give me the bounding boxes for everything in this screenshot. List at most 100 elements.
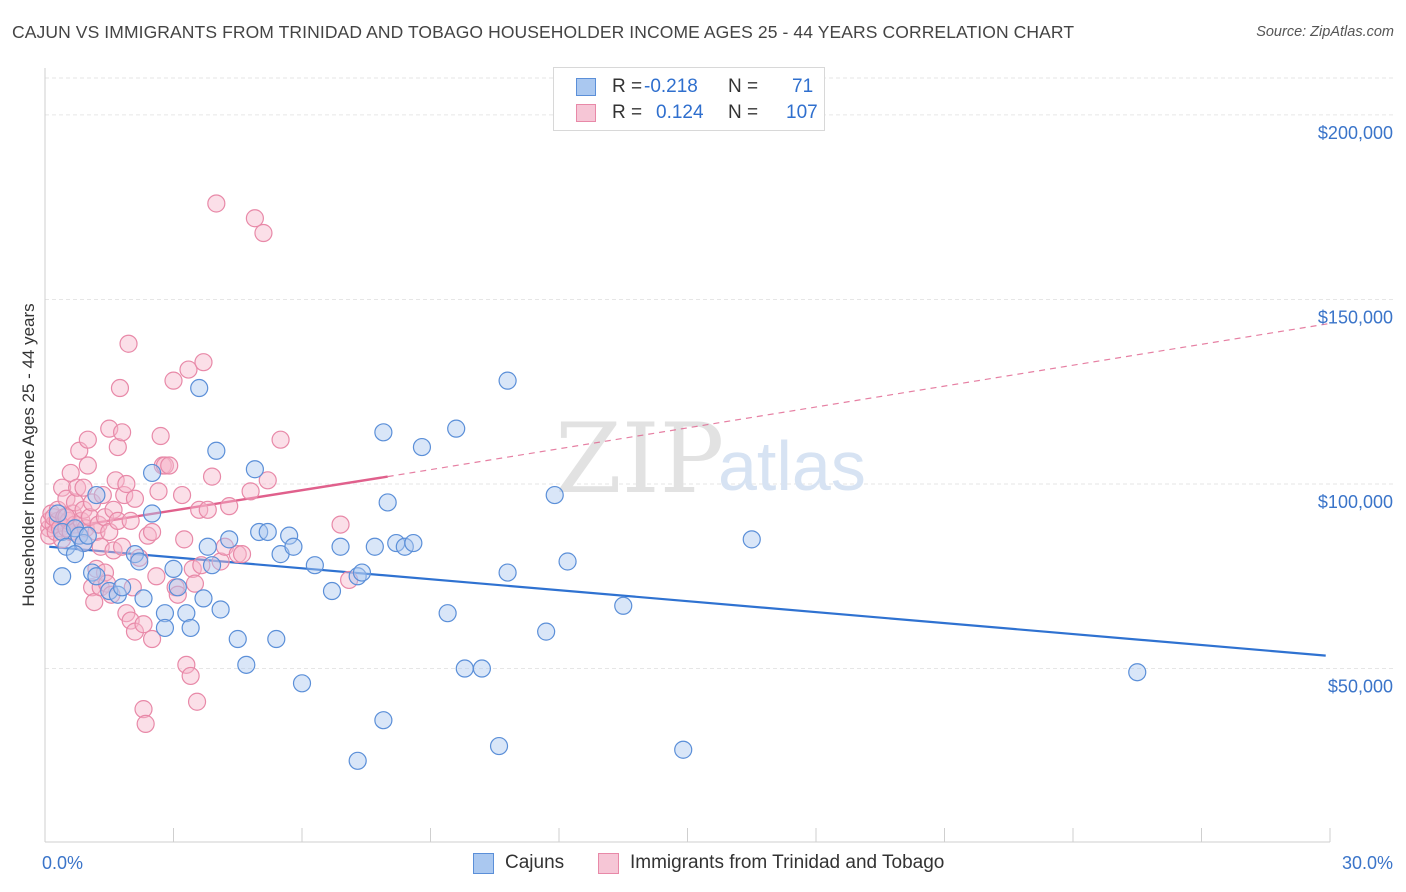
data-point-trinidad [241, 482, 260, 501]
data-point-cajuns [404, 533, 423, 553]
data-point-cajuns [202, 556, 222, 575]
data-point-cajuns [292, 674, 312, 693]
legend-r-value: 0.124 [656, 102, 704, 123]
data-point-trinidad [98, 574, 117, 593]
y-tick-label: $200,000 [1318, 123, 1393, 143]
data-point-trinidad [123, 578, 142, 597]
data-point-trinidad [181, 666, 200, 686]
data-point-trinidad [108, 511, 127, 530]
data-point-cajuns [87, 567, 106, 586]
data-point-cajuns [53, 567, 72, 586]
data-point-trinidad [110, 378, 130, 398]
data-point-trinidad [164, 371, 183, 390]
chart-title: CAJUN VS IMMIGRANTS FROM TRINIDAD AND TO… [12, 22, 1075, 42]
data-point-cajuns [190, 378, 209, 398]
data-point-trinidad [198, 500, 217, 519]
data-point-cajuns [537, 622, 556, 641]
data-point-cajuns [322, 581, 342, 601]
data-point-trinidad [160, 456, 179, 475]
data-point-cajuns [48, 504, 67, 523]
data-point-cajuns [164, 559, 183, 578]
data-point-cajuns [305, 556, 324, 575]
data-point-trinidad [185, 574, 205, 593]
data-point-trinidad [134, 700, 153, 719]
y-tick-labels: $50,000 $100,000 $150,000 $200,000 [1318, 123, 1393, 697]
legend-swatch-pink [576, 104, 596, 122]
data-point-trinidad [78, 430, 97, 449]
data-point-cajuns [614, 596, 633, 615]
data-point-cajuns [134, 589, 153, 608]
data-point-trinidad [207, 194, 226, 213]
data-point-cajuns [211, 600, 230, 619]
data-point-trinidad [271, 430, 290, 449]
data-point-cajuns [674, 740, 693, 759]
data-point-cajuns [155, 604, 175, 623]
data-point-trinidad [119, 334, 138, 353]
data-point-trinidad [168, 585, 187, 604]
data-point-trinidad [245, 209, 264, 228]
data-point-cajuns [207, 441, 226, 460]
data-point-cajuns [220, 530, 239, 549]
data-point-trinidad [258, 471, 277, 490]
data-point-trinidad [78, 456, 97, 475]
legend-n-label: N = [728, 76, 759, 97]
grid-lines [45, 77, 1395, 670]
data-point-cajuns [280, 526, 299, 545]
legend-n-value: 71 [792, 76, 814, 97]
data-point-cajuns [78, 526, 97, 545]
data-point-cajuns [498, 563, 517, 582]
data-point-cajuns [130, 552, 149, 571]
bottom-legend-label: Cajuns [505, 852, 565, 873]
data-point-cajuns [455, 659, 474, 678]
data-point-trinidad [117, 474, 136, 494]
source-label: Source: ZipAtlas.com [1256, 24, 1394, 40]
x-tick-label: 0.0% [42, 853, 83, 873]
data-point-cajuns [742, 530, 761, 549]
axes [44, 68, 1331, 843]
data-point-cajuns [378, 493, 397, 512]
data-point-cajuns [545, 485, 564, 505]
data-point-trinidad [125, 489, 145, 508]
data-point-cajuns [112, 578, 132, 597]
data-point-cajuns [472, 659, 491, 678]
legend-r-label: R = [612, 102, 643, 123]
series-trinidad-points [40, 194, 359, 733]
y-tick-label: $150,000 [1318, 307, 1393, 327]
data-point-cajuns [177, 604, 196, 623]
legend-n-label: N = [728, 102, 759, 123]
y-tick-label: $50,000 [1328, 677, 1393, 697]
data-point-cajuns [65, 545, 85, 564]
data-point-trinidad [254, 223, 273, 243]
data-point-trinidad [112, 423, 132, 442]
data-point-cajuns [438, 604, 457, 623]
data-point-cajuns [245, 460, 264, 479]
data-point-cajuns [155, 618, 175, 638]
data-point-trinidad [134, 615, 153, 634]
data-point-trinidad [192, 556, 211, 575]
data-point-trinidad [115, 485, 134, 505]
series-cajuns-points [48, 371, 1147, 770]
data-point-cajuns [142, 463, 162, 483]
data-point-trinidad [187, 692, 207, 711]
data-point-trinidad [149, 482, 168, 501]
bottom-legend-label: Immigrants from Trinidad and Tobago [630, 852, 945, 873]
data-point-cajuns [498, 371, 517, 390]
data-point-cajuns [168, 578, 187, 597]
data-point-trinidad [179, 360, 198, 379]
data-point-cajuns [348, 751, 367, 770]
data-point-cajuns [258, 522, 277, 542]
watermark: ZIP atlas [555, 403, 866, 515]
data-point-trinidad [232, 545, 252, 564]
data-point-cajuns [87, 485, 106, 505]
data-point-trinidad [142, 522, 162, 542]
data-point-cajuns [237, 655, 256, 674]
data-point-trinidad [331, 515, 350, 534]
x-tick-labels: 0.0% 30.0% [42, 853, 1393, 873]
data-point-trinidad [175, 530, 194, 549]
legend-r-label: R = [612, 76, 643, 97]
data-point-cajuns [194, 589, 213, 608]
data-point-trinidad [228, 545, 247, 564]
data-point-trinidad [147, 567, 166, 586]
data-point-trinidad [177, 655, 196, 674]
